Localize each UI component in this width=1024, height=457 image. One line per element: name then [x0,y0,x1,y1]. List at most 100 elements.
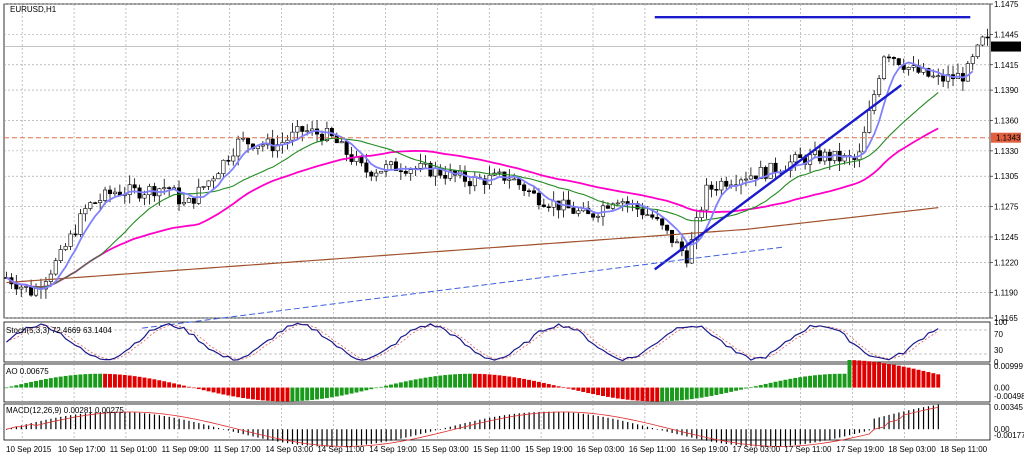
candle-body [817,150,822,162]
ao-tick-label: -0.00498 [994,392,1024,401]
macd-bar [153,414,156,430]
x-tick-label: 11 Sep 01:00 [110,445,158,454]
macd-bar [50,418,52,430]
candle-body [482,178,487,185]
macd-bar [839,429,841,438]
candle-body [265,138,270,146]
y-tick-label: 1.1275 [994,203,1019,212]
candle-body [339,141,344,144]
ao-bar [689,387,694,400]
macd-bar [474,420,476,430]
candle-body [290,131,295,141]
macd-bar [355,429,358,446]
macd-bar [789,429,792,446]
macd-bar [641,425,644,430]
macd-bar [213,426,215,430]
candle-body [719,180,724,191]
macd-bar [301,429,303,446]
candle-body [596,215,601,218]
ao-bar [186,386,191,388]
macd-bar [775,429,777,447]
ao-bar [783,379,788,388]
macd-bar [543,411,545,430]
candle-body [896,58,901,65]
macd-bar [282,429,284,443]
macd-bar [903,411,905,430]
candle-body [877,78,882,95]
macd-bar [784,429,787,446]
candle-body [216,173,221,180]
macd-bar [30,423,32,430]
x-tick-label: 16 Sep 11:00 [629,445,677,454]
ma-fast-line [5,61,974,291]
ao-bar [896,365,901,388]
stoch-tick-label: 70 [994,330,1003,339]
macd-bar [257,429,259,438]
macd-bar [750,429,752,447]
ao-bar [640,387,645,401]
candle-body [714,189,719,191]
macd-bar [222,429,225,430]
ao-bar [354,387,359,393]
macd-bar [696,429,698,439]
candle-body [867,110,872,133]
candle-body [502,171,507,181]
candle-body [566,199,571,209]
x-tick-label: 15 Sep 11:00 [473,445,521,454]
candle-body [58,249,63,261]
candle-body [615,202,620,205]
macd-bar [60,416,62,430]
macd-tick-label: 0.00 [994,425,1010,434]
candle-body [965,63,970,82]
macd-bar [479,419,481,430]
ao-bar [132,376,137,388]
ao-bar [803,376,808,388]
candle-body [231,155,236,162]
ao-bar [280,387,285,402]
candle-body [556,200,561,211]
ao-bar [610,387,615,398]
candle-body [103,189,108,201]
candle-body [379,170,384,174]
ao-bar [827,374,832,388]
macd-bar [119,411,121,430]
candle-body [793,154,798,163]
candle-body [650,214,655,218]
ao-bar [891,364,896,388]
ao-bar [857,360,862,388]
macd-bar [79,413,82,430]
macd-bar [858,429,861,433]
macd-bar [656,429,658,430]
ao-bar [739,387,744,390]
ao-bar [817,374,822,388]
macd-bar [691,429,693,438]
candle-body [758,167,763,179]
candle-body [862,132,867,153]
candle-body [655,216,660,220]
macd-bar [188,420,190,430]
ao-bar [566,387,571,389]
macd-bar [351,429,353,446]
stoch-tick-label: 0 [994,358,999,367]
ao-bar [630,387,635,401]
macd-bar [622,420,624,430]
ao-bar [349,387,354,394]
macd-bar [853,429,856,435]
y-tick-label: 1.1415 [994,61,1019,70]
ao-bar [591,387,596,395]
x-tick-label: 18 Sep 03:00 [888,445,936,454]
candle-body [388,161,394,166]
candle-body [107,189,113,195]
macd-bar [434,429,437,431]
ao-bar [665,387,670,402]
ma-brown-line [6,207,939,284]
x-tick-label: 14 Sep 11:00 [317,445,365,454]
candle-body [753,175,758,179]
ao-bar [808,375,813,388]
ao-bar [635,387,640,401]
macd-bar [755,429,757,447]
candle-body [443,175,448,179]
candle-body [591,213,596,218]
ao-bar [773,381,778,388]
